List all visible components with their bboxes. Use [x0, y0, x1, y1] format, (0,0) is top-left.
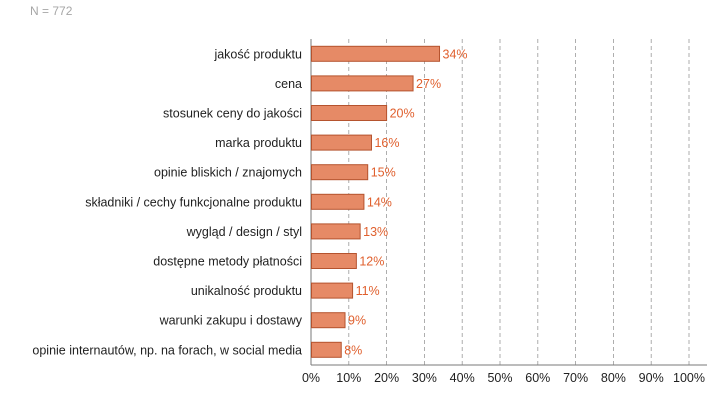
bar: [311, 45, 441, 62]
x-tick-label: 70%: [563, 371, 588, 385]
x-tick-label: 90%: [639, 371, 664, 385]
x-tick-label: 50%: [487, 371, 512, 385]
category-label: składniki / cechy funkcjonalne produktu: [85, 195, 302, 209]
sample-size-note: N = 772: [30, 4, 73, 18]
x-tick-label: 10%: [336, 371, 361, 385]
category-label: jakość produktu: [213, 47, 302, 61]
data-label: 16%: [374, 136, 399, 150]
bar: [311, 223, 361, 240]
bar: [311, 164, 369, 181]
bar: [311, 282, 354, 299]
data-label: 8%: [344, 343, 362, 357]
category-label: warunki zakupu i dostawy: [159, 314, 303, 328]
x-tick-label: 60%: [525, 371, 550, 385]
category-label: opinie bliskich / znajomych: [154, 166, 302, 180]
data-label: 20%: [390, 107, 415, 121]
category-label: unikalność produktu: [191, 284, 302, 298]
category-label: dostępne metody płatności: [153, 255, 302, 269]
data-label: 34%: [443, 47, 468, 61]
x-tick-label: 30%: [412, 371, 437, 385]
category-label: cena: [275, 77, 302, 91]
data-label: 11%: [356, 284, 380, 298]
bar: [311, 134, 372, 151]
bar: [311, 341, 342, 358]
bar: [311, 105, 388, 121]
x-tick-label: 20%: [374, 371, 399, 385]
data-label: 15%: [371, 166, 396, 180]
category-label: opinie internautów, np. na forach, w soc…: [32, 343, 302, 357]
x-tick-label: 100%: [673, 371, 705, 385]
x-tick-label: 80%: [601, 371, 626, 385]
data-label: 14%: [367, 195, 392, 209]
x-tick-label: 40%: [450, 371, 475, 385]
category-label: wygląd / design / styl: [186, 225, 302, 239]
data-label: 13%: [363, 225, 388, 239]
bar: [311, 193, 365, 210]
data-label: 27%: [416, 77, 441, 91]
data-label: 12%: [359, 255, 384, 269]
bar: [311, 253, 357, 269]
bar: [311, 75, 414, 92]
bar: [311, 312, 346, 329]
x-tick-label: 0%: [302, 371, 320, 385]
category-label: stosunek ceny do jakości: [163, 107, 302, 121]
category-label: marka produktu: [215, 136, 302, 150]
data-label: 9%: [348, 314, 366, 328]
